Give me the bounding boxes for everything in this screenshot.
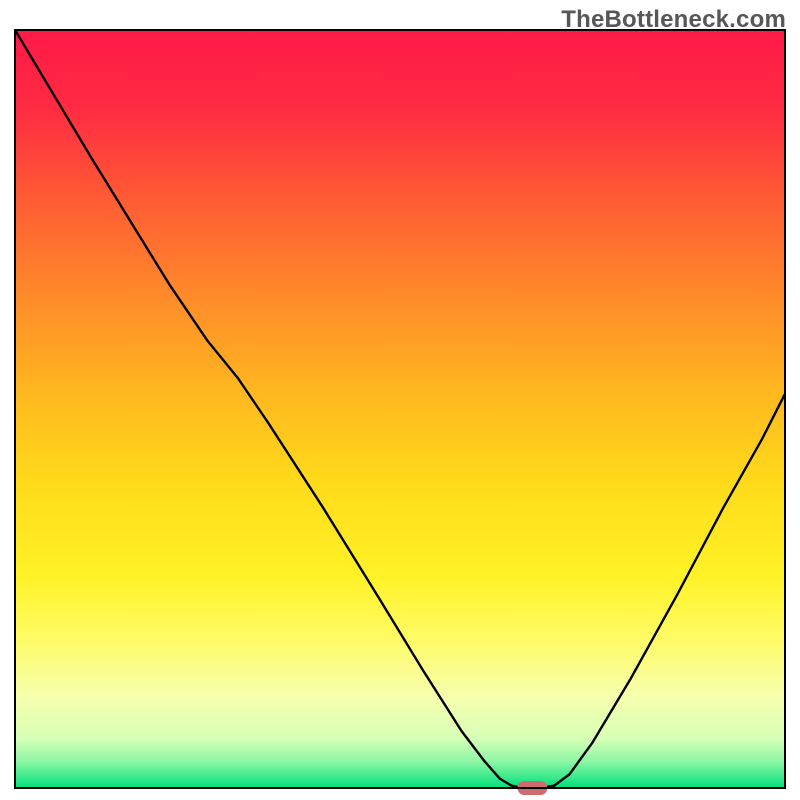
gradient-background — [15, 30, 785, 788]
watermark-text: TheBottleneck.com — [561, 6, 786, 34]
bottleneck-chart — [0, 0, 800, 800]
chart-frame: TheBottleneck.com — [0, 0, 800, 800]
